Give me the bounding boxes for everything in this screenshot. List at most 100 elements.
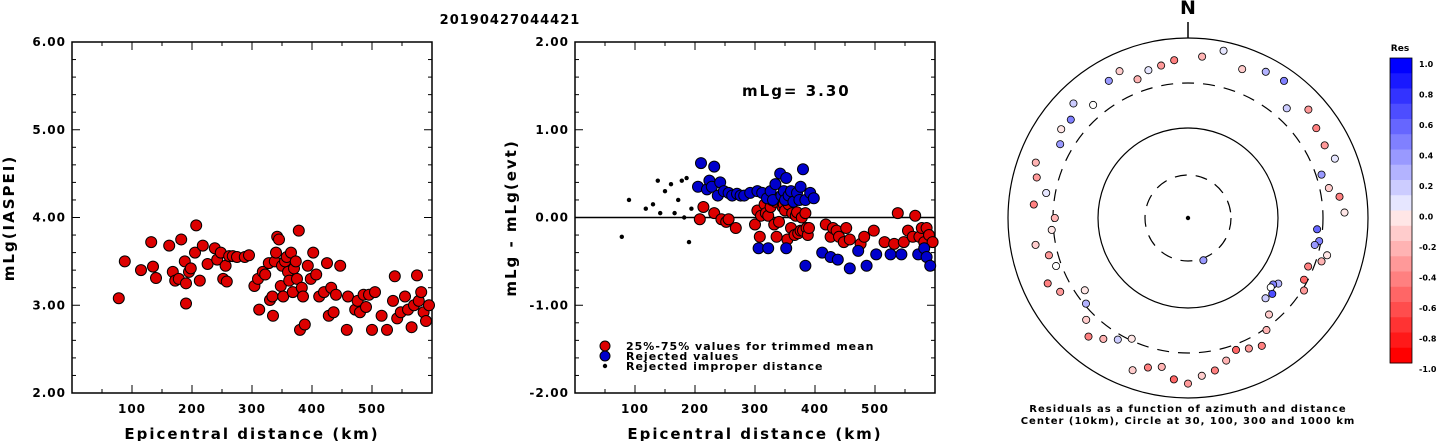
chart-middle-data-point <box>658 210 663 216</box>
polar-center <box>1185 215 1191 221</box>
polar-data-point <box>1042 188 1051 197</box>
chart-middle-data-point <box>695 157 707 170</box>
chart-middle-data-point <box>668 181 674 187</box>
polar-data-point <box>1029 200 1038 209</box>
colorbar-cell <box>1390 149 1412 166</box>
chart-middle-data-point <box>891 207 904 220</box>
chart-left-data-point <box>307 246 320 259</box>
chart-left-y-ticks: 2.00 3.00 4.00 5.00 6.00 <box>32 35 432 400</box>
chart-middle-y-tick-label: 0.00 <box>535 211 569 225</box>
colorbar-cell <box>1390 302 1412 318</box>
colorbar-tick-label: 0.2 <box>1419 182 1433 191</box>
colorbar-tick-label: -0.2 <box>1419 243 1437 252</box>
polar-circle-1000km <box>1007 37 1369 399</box>
chart-left-data-point <box>411 269 423 282</box>
legend-label-rejected-values: Rejected values <box>626 350 739 363</box>
chart-left-data-point <box>193 274 206 287</box>
polar-data-point <box>1261 67 1270 76</box>
chart-middle-x-tick-label: 100 <box>621 402 649 416</box>
chart-left-x-tick-label: 200 <box>178 402 206 416</box>
colorbar-cell <box>1390 286 1412 303</box>
chart-left-data-point <box>266 290 279 303</box>
chart-middle-data-point <box>689 206 694 211</box>
polar-data-point <box>1089 100 1098 109</box>
chart-middle-data-point <box>924 259 937 272</box>
chart-middle-data-point <box>852 244 865 257</box>
chart-middle-data-point <box>693 213 706 226</box>
chart-middle-data-point <box>729 222 742 235</box>
chart-left-data-point <box>360 301 372 314</box>
chart-middle-data-point <box>650 202 656 207</box>
chart-left-y-axis-label: mLg(IASPEI) <box>0 155 18 281</box>
chart-left-x-tick-label: 500 <box>358 402 386 416</box>
polar-data-point <box>1047 225 1056 234</box>
polar-data-point <box>1050 213 1059 222</box>
chart-left-data-point <box>135 264 147 277</box>
chart-left-data-point <box>273 233 285 246</box>
polar-data-point <box>1244 344 1253 353</box>
colorbar-tick-label: 0.4 <box>1419 152 1434 161</box>
colorbar: Res 1.0 0.8 0.6 0.4 0.2 0.0 -0.2 -0.4 -0.6 -0.8 -1… <box>1389 44 1437 374</box>
colorbar-cell <box>1390 256 1412 272</box>
chart-middle-data-point <box>831 253 844 266</box>
colorbar-cell <box>1390 347 1412 364</box>
chart-middle-x-tick-label: 500 <box>861 402 889 416</box>
chart-left-data-point <box>301 259 314 272</box>
chart-middle-data-point <box>773 215 785 228</box>
polar-data-point <box>1113 335 1122 344</box>
chart-middle-data-point <box>655 178 660 183</box>
chart-middle-data-point <box>686 239 692 245</box>
polar-data-point <box>1262 326 1271 335</box>
chart-middle-data-point <box>843 233 856 246</box>
chart-left-y-tick-label: 3.00 <box>32 298 66 312</box>
chart-left-frame <box>71 41 433 394</box>
chart-left-data-point <box>147 260 159 273</box>
polar-data-point <box>1300 275 1309 284</box>
polar-data-point <box>1169 375 1178 384</box>
chart-middle-data-point <box>676 197 681 203</box>
colorbar-cell <box>1390 88 1412 105</box>
chart-middle-data-point <box>895 248 908 261</box>
polar-plot: N Residuals as a function of azimuth and… <box>1007 0 1369 427</box>
north-label: N <box>1180 0 1196 19</box>
chart-left-data-point <box>381 323 393 336</box>
chart-middle-data-point <box>799 259 812 272</box>
chart-middle-data-point <box>626 197 632 203</box>
chart-left-x-tick-label: 100 <box>118 402 146 416</box>
chart-middle-data-point <box>858 230 871 243</box>
chart-left-data-point <box>201 258 214 271</box>
chart-middle-y-tick-label: 1.00 <box>535 123 569 137</box>
polar-data-point <box>1127 334 1136 343</box>
colorbar-tick-label: 0.8 <box>1419 91 1434 100</box>
chart-left-data-point <box>330 288 342 301</box>
chart-left-data-point <box>342 290 354 303</box>
polar-caption-line2: Center (10km), Circle at 30, 100, 300 an… <box>1021 416 1356 427</box>
chart-left-data-point <box>180 297 192 310</box>
chart-left: 100 200 300 400 500 2.00 3.00 4.00 5.00 6.00 Epi… <box>0 35 435 441</box>
colorbar-cell <box>1390 210 1412 227</box>
chart-middle-data-point <box>867 224 880 237</box>
chart-middle-data-point <box>749 218 761 231</box>
colorbar-cell <box>1390 103 1412 120</box>
polar-data-point <box>1056 287 1065 296</box>
chart-left-data-point <box>220 275 233 288</box>
polar-data-point <box>1324 184 1333 193</box>
polar-data-point <box>1313 225 1322 234</box>
colorbar-title: Res <box>1391 44 1409 54</box>
chart-middle-data-point <box>799 207 812 220</box>
chart-middle-data-point <box>722 213 735 226</box>
polar-data-point <box>1238 65 1247 74</box>
chart-middle-data-point <box>926 236 939 249</box>
chart-middle-y-ticks: -2.00 -1.00 0.00 1.00 2.00 <box>529 35 935 400</box>
polar-points <box>1029 46 1349 388</box>
polar-data-point <box>1052 262 1061 271</box>
chart-left-data-point <box>340 323 353 336</box>
chart-middle-data-point <box>884 248 897 261</box>
polar-data-point <box>1199 256 1208 265</box>
page-title: 20190427044421 <box>440 13 581 28</box>
chart-left-y-tick-label: 6.00 <box>32 35 66 49</box>
chart-middle-x-ticks: 100 200 300 400 500 <box>604 42 906 416</box>
colorbar-tick-label: 0.0 <box>1419 213 1434 222</box>
chart-middle-data-point <box>803 222 815 235</box>
chart-middle-data-point <box>684 175 689 181</box>
